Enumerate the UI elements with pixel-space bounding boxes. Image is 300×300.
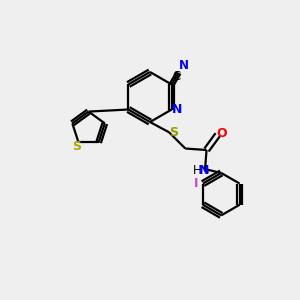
Text: N: N <box>178 59 189 72</box>
Text: S: S <box>73 140 82 153</box>
Text: N: N <box>198 164 209 177</box>
Text: O: O <box>216 127 226 140</box>
Text: H: H <box>192 164 201 177</box>
Text: C: C <box>172 70 181 83</box>
Text: N: N <box>172 103 182 116</box>
Text: I: I <box>194 177 199 190</box>
Text: S: S <box>169 126 178 139</box>
